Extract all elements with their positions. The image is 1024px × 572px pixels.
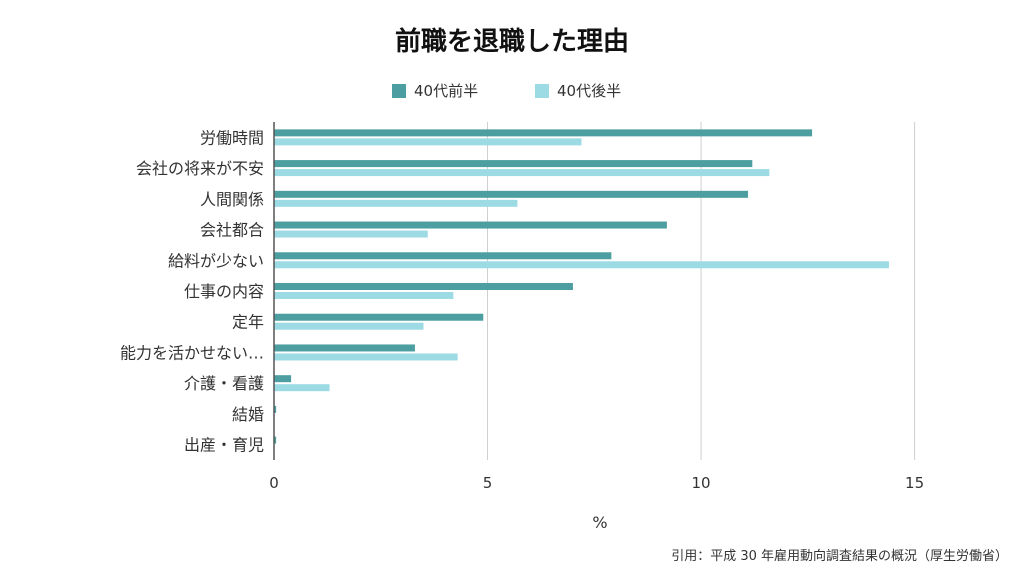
- category-label: 会社の将来が不安: [136, 159, 264, 178]
- bar: [274, 283, 573, 290]
- legend-swatch: [392, 84, 406, 98]
- legend-label: 40代前半: [414, 82, 478, 100]
- bar: [274, 436, 277, 444]
- bar: [274, 313, 484, 321]
- bars: [274, 129, 889, 444]
- category-label: 能力を活かせない…: [120, 343, 264, 362]
- bar: [274, 160, 753, 168]
- bar: [274, 169, 770, 177]
- source-note: 引用：平成 30 年雇用動向調査結果の概況（厚生労働省）: [671, 548, 1008, 564]
- x-tick-label: 15: [905, 474, 924, 492]
- bar: [274, 252, 612, 260]
- x-tick-label: 10: [692, 474, 711, 492]
- x-tick-labels: 0 5 10 15: [269, 474, 924, 492]
- x-tick-label: 0: [269, 474, 279, 492]
- bar: [274, 344, 415, 352]
- category-label: 介護・看護: [184, 374, 264, 393]
- legend-swatch: [535, 84, 549, 98]
- x-axis-title: %: [592, 513, 607, 532]
- bar: [274, 190, 749, 198]
- bar: [274, 292, 454, 299]
- bar: [274, 138, 582, 146]
- bar: [274, 322, 424, 330]
- category-label: 人間関係: [200, 190, 264, 209]
- bar: [274, 221, 667, 229]
- bar: [274, 129, 813, 137]
- category-label: 仕事の内容: [184, 282, 264, 301]
- category-label: 労働時間: [200, 128, 264, 147]
- category-label: 会社都合: [200, 221, 264, 240]
- category-label: 出産・育児: [184, 436, 264, 455]
- bar: [274, 230, 428, 238]
- category-label: 結婚: [232, 405, 264, 424]
- bar: [274, 384, 330, 392]
- chart-title: 前職を退職した理由: [395, 26, 629, 57]
- x-tick-label: 5: [483, 474, 493, 492]
- bar: [274, 199, 518, 207]
- legend-label: 40代後半: [557, 82, 621, 100]
- legend: 40代前半 40代後半: [392, 82, 621, 100]
- category-labels: 労働時間会社の将来が不安人間関係会社都合給料が少ない仕事の内容定年能力を活かせな…: [120, 128, 264, 454]
- grid: [487, 122, 916, 460]
- bar: [274, 375, 292, 383]
- category-label: 給料が少ない: [168, 251, 264, 270]
- category-label: 定年: [232, 313, 264, 332]
- bar: [274, 353, 458, 361]
- bar: [274, 261, 889, 269]
- bar: [274, 405, 277, 413]
